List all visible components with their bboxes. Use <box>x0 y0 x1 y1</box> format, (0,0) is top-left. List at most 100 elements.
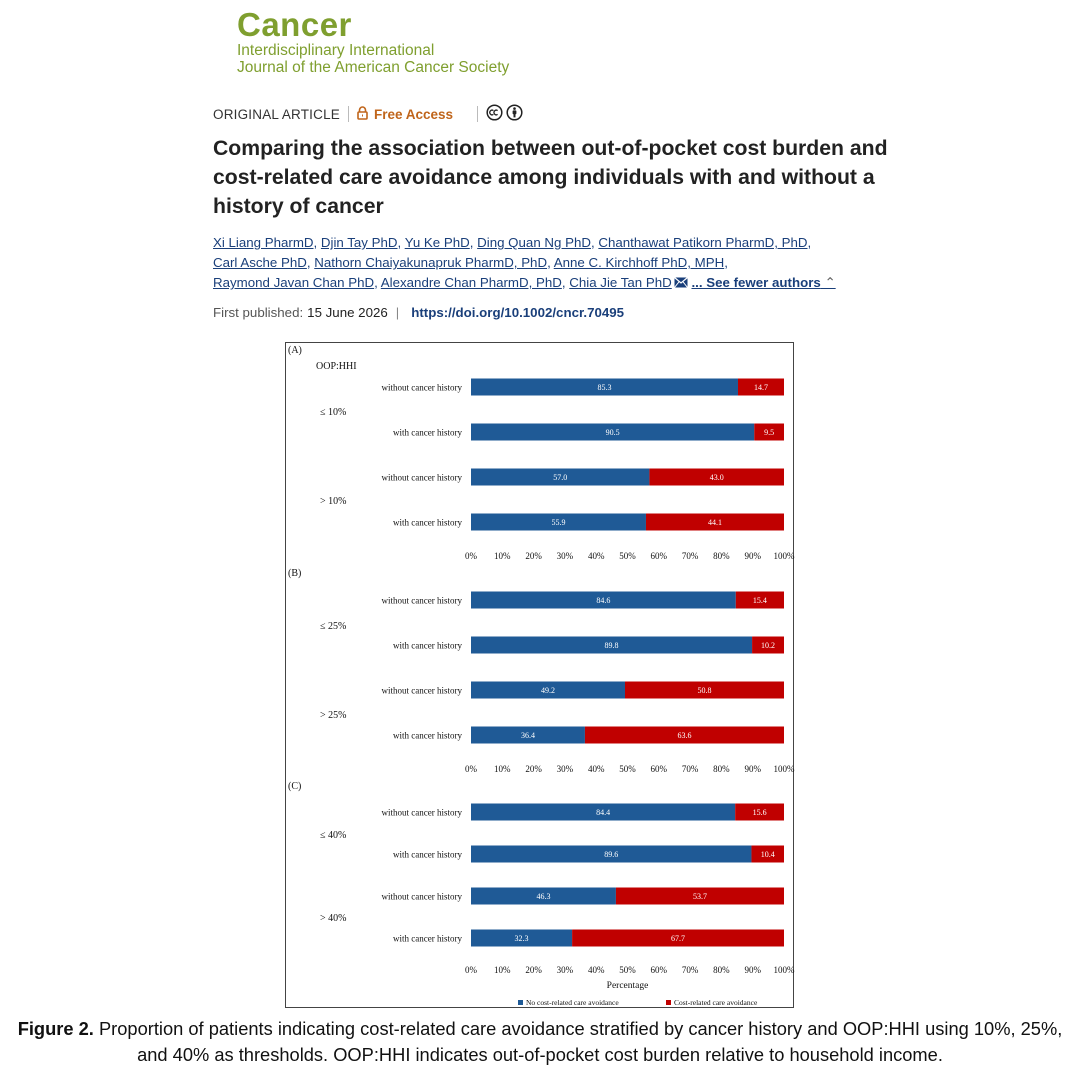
journal-subtitle-line2: Journal of the American Cancer Society <box>237 59 510 76</box>
x-tick-label: 10% <box>494 965 511 975</box>
author-link[interactable]: Raymond Javan Chan PhD <box>213 275 375 290</box>
legend-item: No cost-related care avoidance <box>526 998 619 1007</box>
author-link[interactable]: Alexandre Chan PharmD, PhD <box>380 275 562 290</box>
x-tick-label: 90% <box>744 551 761 561</box>
bar-no-avoidance <box>471 378 738 396</box>
license-icons[interactable] <box>486 104 523 124</box>
bar-no-avoidance <box>471 591 736 609</box>
bar-avoidance <box>754 423 784 441</box>
chevron-up-icon: ⌃ <box>824 275 836 290</box>
category-label: with cancer history <box>393 850 462 860</box>
x-tick-label: 100% <box>774 965 796 975</box>
x-tick-label: 10% <box>494 764 511 774</box>
group-label: ≤ 40% <box>320 830 346 841</box>
data-label: 90.5 <box>606 428 620 437</box>
see-fewer-authors-label: ... See fewer authors <box>691 275 821 290</box>
free-access-badge[interactable]: Free Access <box>357 105 453 123</box>
data-label: 15.4 <box>753 596 767 605</box>
article-meta-row: ORIGINAL ARTICLE Free Access <box>213 104 523 124</box>
bar-avoidance <box>584 726 784 744</box>
panel-label: (A) <box>288 345 302 356</box>
x-tick-label: 20% <box>525 551 542 561</box>
article-type: ORIGINAL ARTICLE <box>213 106 340 122</box>
panel-label: (C) <box>288 781 301 792</box>
category-label: without cancer history <box>382 473 463 483</box>
x-tick-label: 10% <box>494 551 511 561</box>
author-link[interactable]: Yu Ke PhD <box>404 235 470 250</box>
data-label: 44.1 <box>708 518 722 527</box>
bar-no-avoidance <box>471 423 755 441</box>
author-link[interactable]: Chanthawat Patikorn PharmD, PhD <box>598 235 808 250</box>
data-label: 55.9 <box>551 518 565 527</box>
divider <box>348 106 349 122</box>
first-published-label: First published: <box>213 305 304 320</box>
publication-info: First published: 15 June 2026 | https://… <box>213 305 624 320</box>
x-tick-label: 70% <box>682 551 699 561</box>
data-label: 10.4 <box>761 850 775 859</box>
data-label: 89.8 <box>605 641 619 650</box>
group-label: ≤ 25% <box>320 621 346 632</box>
x-tick-label: 0% <box>465 764 478 774</box>
bar-avoidance <box>737 378 784 396</box>
x-tick-label: 20% <box>525 965 542 975</box>
data-label: 15.6 <box>753 808 767 817</box>
x-tick-label: 50% <box>619 965 636 975</box>
data-label: 32.3 <box>515 934 529 943</box>
x-tick-label: 50% <box>619 551 636 561</box>
category-label: with cancer history <box>393 731 462 741</box>
bar-no-avoidance <box>471 513 646 531</box>
x-tick-label: 30% <box>557 764 574 774</box>
first-published-date: 15 June 2026 <box>307 305 388 320</box>
divider: | <box>395 305 400 320</box>
journal-logo[interactable]: Cancer Interdisciplinary International J… <box>237 8 510 77</box>
author-link[interactable]: Nathorn Chaiyakunapruk PharmD, PhD <box>314 255 548 270</box>
x-tick-label: 60% <box>651 551 668 561</box>
x-tick-label: 80% <box>713 551 730 561</box>
category-label: with cancer history <box>393 428 462 438</box>
x-tick-label: 40% <box>588 764 605 774</box>
data-label: 63.6 <box>677 731 691 740</box>
data-label: 53.7 <box>693 892 707 901</box>
data-label: 46.3 <box>536 892 550 901</box>
category-label: with cancer history <box>393 641 462 651</box>
category-label: without cancer history <box>382 892 463 902</box>
x-tick-label: 90% <box>744 965 761 975</box>
author-link[interactable]: Carl Asche PhD <box>213 255 307 270</box>
figure-caption-text: Proportion of patients indicating cost-r… <box>98 1018 1063 1065</box>
author-link[interactable]: Xi Liang PharmD <box>213 235 314 250</box>
data-label: 49.2 <box>541 686 555 695</box>
author-link[interactable]: Chia Jie Tan PhD <box>569 275 672 290</box>
x-tick-label: 30% <box>557 965 574 975</box>
category-label: without cancer history <box>382 686 463 696</box>
bar-no-avoidance <box>471 887 616 905</box>
see-fewer-authors-link[interactable]: ... See fewer authors ⌃ <box>691 275 835 290</box>
x-tick-label: 60% <box>651 764 668 774</box>
x-tick-label: 50% <box>619 764 636 774</box>
data-label: 10.2 <box>761 641 775 650</box>
doi-link[interactable]: https://doi.org/10.1002/cncr.70495 <box>411 305 625 320</box>
bar-no-avoidance <box>471 803 736 821</box>
divider <box>477 106 479 122</box>
email-icon[interactable] <box>673 274 688 294</box>
group-label: > 25% <box>320 710 346 721</box>
category-label: with cancer history <box>393 934 462 944</box>
attribution-icon <box>506 104 523 124</box>
group-label: > 40% <box>320 913 346 924</box>
panel-header: OOP:HHI <box>316 361 357 372</box>
category-label: without cancer history <box>382 596 463 606</box>
bar-no-avoidance <box>471 681 625 699</box>
x-tick-label: 100% <box>774 551 796 561</box>
journal-subtitle-line1: Interdisciplinary International <box>237 42 435 59</box>
data-label: 85.3 <box>597 383 611 392</box>
figure-2-chart: (A) OOP:HHI ≤ 10% > 10% without cancer histo… <box>288 345 796 1007</box>
bar-avoidance <box>645 513 784 531</box>
x-tick-label: 20% <box>525 764 542 774</box>
bar-avoidance <box>752 636 784 654</box>
figure-caption-label: Figure 2. <box>17 1018 94 1039</box>
author-link[interactable]: Anne C. Kirchhoff PhD, MPH <box>553 255 725 270</box>
x-tick-label: 100% <box>774 764 796 774</box>
data-label: 43.0 <box>710 473 724 482</box>
author-link[interactable]: Ding Quan Ng PhD <box>477 235 591 250</box>
x-tick-label: 70% <box>682 965 699 975</box>
author-link[interactable]: Djin Tay PhD <box>320 235 398 250</box>
